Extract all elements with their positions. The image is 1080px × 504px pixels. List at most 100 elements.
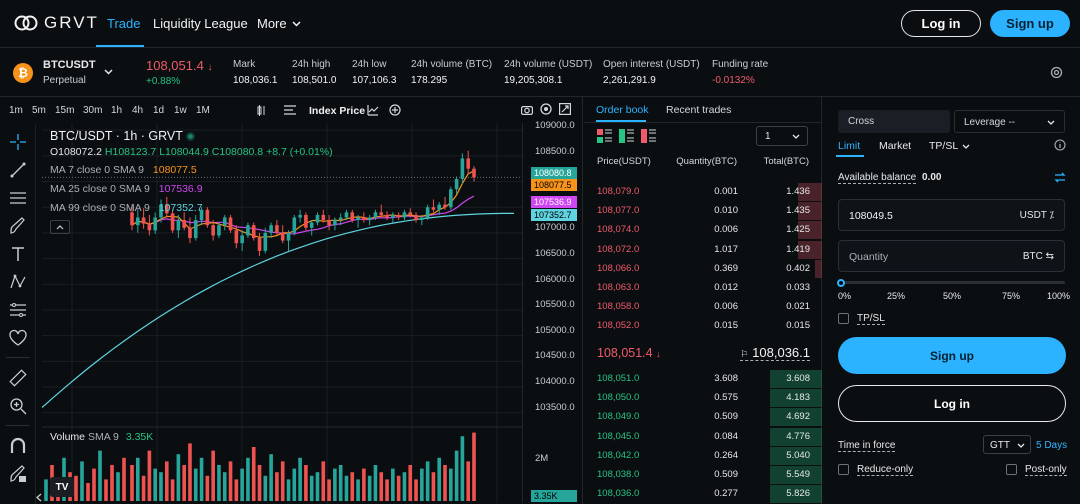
transfer-icon[interactable]: [1054, 172, 1066, 183]
index-price-toggle[interactable]: Index Price: [309, 105, 366, 117]
bid-row[interactable]: 108,049.0 0.509 4.692: [584, 408, 822, 427]
info-icon[interactable]: [1054, 139, 1066, 151]
tab-market[interactable]: Market: [879, 140, 912, 152]
indicators-icon[interactable]: [284, 105, 296, 115]
symbol-name[interactable]: BTCUSDT: [43, 59, 96, 71]
signup-button[interactable]: Sign up: [990, 10, 1070, 37]
nav-more-menu[interactable]: More: [257, 16, 301, 31]
add-indicator-icon[interactable]: [389, 104, 401, 116]
tab-tpsl[interactable]: TP/SL: [929, 140, 970, 152]
contract-type: Perpetual: [43, 75, 86, 86]
nav-trade-link[interactable]: Trade: [107, 16, 141, 31]
bid-row[interactable]: 108,038.0 0.509 5.549: [584, 466, 822, 484]
timeframe-30m[interactable]: 30m: [83, 105, 103, 116]
brush-icon[interactable]: [9, 217, 27, 235]
logo[interactable]: GRVT: [14, 13, 99, 33]
time-in-force-select[interactable]: GTT: [983, 435, 1031, 454]
heart-icon[interactable]: [9, 329, 27, 347]
order-total: 4.183: [786, 392, 810, 404]
ask-row[interactable]: 108,063.0 0.012 0.033: [584, 279, 822, 297]
ma25-legend: MA 25 close 0 SMA 9 107536.9: [50, 183, 203, 195]
collapse-legend-button[interactable]: [50, 220, 70, 234]
pattern-tool-icon[interactable]: [9, 273, 27, 291]
settings-gear-icon[interactable]: [1050, 66, 1063, 79]
volume-bar: [141, 475, 146, 501]
candle-type-icon[interactable]: [256, 105, 266, 116]
candle-body: [228, 217, 233, 231]
divider: [584, 122, 822, 123]
volume-bar: [315, 472, 320, 501]
leverage-select[interactable]: Leverage --: [954, 110, 1065, 133]
nav-liquidity-league-link[interactable]: Liquidity League: [153, 16, 248, 31]
ask-row[interactable]: 108,058.0 0.006 0.021: [584, 298, 822, 316]
view-asks-icon[interactable]: [641, 129, 656, 143]
quantity-input[interactable]: Quantity BTC ⇆: [838, 240, 1065, 272]
post-only-checkbox[interactable]: [1006, 464, 1017, 475]
ask-row[interactable]: 108,074.0 0.006 1.425: [584, 221, 822, 240]
timeframe-1m[interactable]: 1m: [9, 105, 23, 116]
price-chart-canvas[interactable]: [42, 123, 522, 503]
tab-limit[interactable]: Limit: [838, 140, 861, 152]
price-tick: 104500.0: [535, 350, 575, 362]
symbol-selector-chevron-icon[interactable]: [104, 69, 113, 75]
ask-row[interactable]: 108,072.0 1.017 1.419: [584, 240, 822, 259]
horizontal-lines-icon[interactable]: [9, 189, 27, 207]
text-tool-icon[interactable]: [9, 245, 27, 263]
price-axis[interactable]: 109000.0108500.0108000.0107500.0107000.0…: [522, 120, 582, 503]
login-button[interactable]: Log in: [901, 10, 981, 37]
camera-icon[interactable]: [521, 104, 533, 115]
slider-handle[interactable]: [837, 279, 845, 287]
magnet-icon[interactable]: [9, 437, 27, 455]
reduce-only-checkbox[interactable]: [838, 464, 849, 475]
chart-settings-icon[interactable]: [540, 103, 552, 115]
grouping-select[interactable]: 1: [756, 126, 808, 146]
bid-row[interactable]: 108,042.0 0.264 5.040: [584, 446, 822, 465]
tpsl-checkbox[interactable]: [838, 313, 849, 324]
stat-label: 24h volume (BTC): [411, 59, 493, 70]
bid-row[interactable]: 108,050.0 0.575 4.183: [584, 389, 822, 408]
timeframe-5m[interactable]: 5m: [32, 105, 46, 116]
timeframe-1M[interactable]: 1M: [196, 105, 210, 116]
zoom-in-icon[interactable]: [9, 397, 27, 415]
view-both-icon[interactable]: [597, 129, 612, 143]
timeframe-4h[interactable]: 4h: [132, 105, 144, 116]
measure-levels-icon[interactable]: [9, 301, 27, 319]
crosshair-icon[interactable]: [9, 133, 27, 151]
timeframe-1h[interactable]: 1h: [111, 105, 123, 116]
time-in-force-days[interactable]: 5 Days: [1036, 440, 1068, 451]
timeframe-15m[interactable]: 15m: [55, 105, 75, 116]
bid-row[interactable]: 108,045.0 0.084 4.776: [584, 427, 822, 446]
timeframe-1w[interactable]: 1w: [174, 105, 187, 116]
percent-icon[interactable]: ⁒: [1049, 210, 1055, 221]
candle-body: [443, 204, 447, 208]
price-input[interactable]: 108049.5 USDT ⁒: [838, 199, 1065, 231]
ask-row[interactable]: 108,066.0 0.369 0.402: [584, 259, 822, 278]
trend-line-icon[interactable]: [9, 161, 27, 179]
ohlc-high: H108123.7: [104, 146, 157, 158]
lock-drawing-icon[interactable]: [9, 465, 27, 483]
fullscreen-icon[interactable]: [559, 103, 571, 115]
margin-mode-select[interactable]: Cross: [838, 110, 950, 133]
candle-body: [205, 209, 210, 226]
quantity-slider[interactable]: [841, 281, 1065, 284]
compare-chart-icon[interactable]: [367, 104, 379, 116]
order-qty: 0.575: [714, 392, 738, 404]
ask-row[interactable]: 108,077.0 0.010 1.435: [584, 202, 822, 221]
swap-unit-icon[interactable]: ⇆: [1045, 251, 1054, 262]
view-bids-icon[interactable]: [619, 129, 634, 143]
bid-row[interactable]: 108,051.0 3.608 3.608: [584, 370, 822, 388]
signup-submit-button[interactable]: Sign up: [838, 337, 1066, 374]
tab-recent-trades[interactable]: Recent trades: [666, 104, 732, 116]
timeframe-1d[interactable]: 1d: [153, 105, 165, 116]
last-price: 108,051.4 ↓: [146, 58, 212, 73]
ask-row[interactable]: 108,079.0 0.001 1.436: [584, 183, 822, 201]
tradingview-logo-icon[interactable]: TV: [50, 477, 74, 497]
top-nav: GRVT Trade Liquidity League More Log in …: [0, 0, 1080, 48]
candle-body: [373, 212, 378, 218]
bid-row[interactable]: 108,036.0 0.277 5.826: [584, 485, 822, 504]
ask-row[interactable]: 108,052.0 0.015 0.015: [584, 317, 822, 335]
tab-order-book[interactable]: Order book: [596, 104, 649, 116]
collapse-rail-icon[interactable]: [36, 493, 42, 502]
login-submit-button[interactable]: Log in: [838, 385, 1066, 422]
ruler-icon[interactable]: [9, 369, 27, 387]
